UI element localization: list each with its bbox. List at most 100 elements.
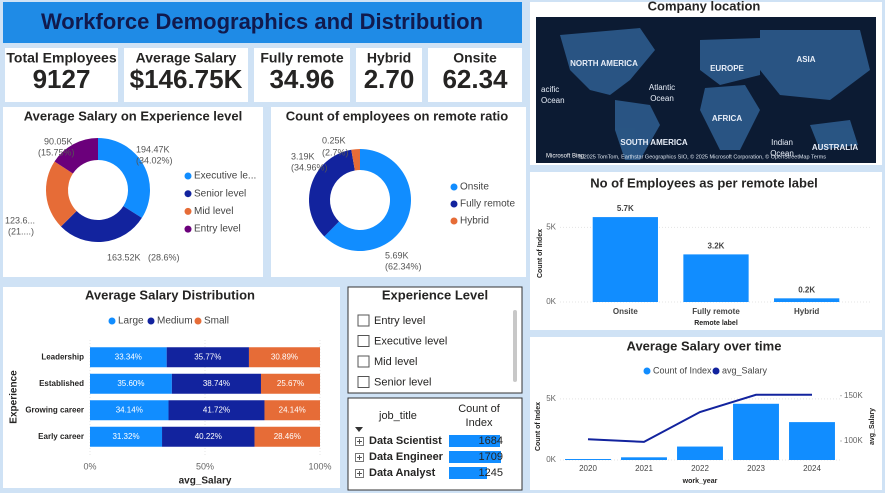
slicer-item[interactable]: Entry level — [374, 315, 425, 327]
bar-segment[interactable] — [168, 400, 265, 421]
legend-label[interactable]: Hybrid — [460, 216, 489, 227]
bar-segment[interactable] — [171, 373, 261, 394]
table-row: Data Analyst 1245 — [349, 465, 521, 481]
bar[interactable] — [774, 298, 840, 302]
scrollbar[interactable] — [513, 310, 517, 382]
bar-segment[interactable] — [254, 426, 320, 447]
legend-marker — [184, 190, 192, 198]
checkbox[interactable] — [357, 355, 370, 368]
donut-slice[interactable] — [45, 161, 77, 227]
data-label: 123.6... — [5, 215, 35, 225]
legend-label[interactable]: Medium — [157, 316, 193, 327]
expand-icon[interactable] — [355, 468, 364, 478]
donut-slice[interactable] — [324, 149, 412, 252]
bar[interactable] — [621, 457, 667, 460]
data-label: 33.34% — [115, 352, 142, 361]
bar-segment[interactable] — [248, 347, 320, 368]
sort-arrow — [355, 427, 363, 432]
legend-label[interactable]: Mid level — [194, 206, 233, 217]
table-cell: 1684 — [449, 434, 517, 448]
chart-title: Average Salary over time — [627, 338, 782, 353]
bar-segment[interactable] — [90, 373, 172, 394]
legend-label[interactable]: Executive le... — [194, 171, 256, 182]
data-label: 35.60% — [117, 379, 144, 388]
line-series[interactable] — [587, 393, 812, 443]
data-label: 3.19K — [291, 151, 315, 161]
x-axis-title: work_year — [682, 478, 718, 485]
table-panel — [347, 397, 523, 491]
legend-label[interactable]: Large — [118, 316, 144, 327]
job-table: job_title Count of Index Data Scientist 1… — [349, 399, 521, 489]
data-label: 0.25K — [322, 135, 346, 145]
map-label: EUROPE — [710, 64, 744, 73]
slicer-item[interactable]: Senior level — [374, 376, 431, 388]
checkbox[interactable] — [357, 376, 370, 388]
data-label: (34.02%) — [136, 155, 173, 165]
column-header[interactable]: job_title — [379, 410, 417, 422]
bar-segment[interactable] — [260, 373, 321, 394]
slicer-item[interactable]: Executive level — [374, 335, 447, 347]
sort-icon[interactable] — [355, 427, 363, 433]
legend-label[interactable]: Onsite — [460, 182, 489, 193]
data-label: 194.47K — [136, 144, 170, 154]
bar-segment[interactable] — [264, 400, 320, 421]
job-title: Data Scientist — [369, 435, 442, 447]
bar-segment[interactable] — [166, 347, 249, 368]
map-label: Ocean — [541, 96, 565, 105]
legend-marker — [147, 317, 155, 325]
checkbox[interactable] — [357, 314, 370, 327]
column-header[interactable]: Count of Index — [458, 403, 500, 429]
table-cell: 1245 — [449, 466, 517, 480]
land-south-america — [615, 100, 660, 160]
data-label: (2.7%) — [322, 147, 349, 157]
donut-slice[interactable] — [54, 138, 98, 174]
legend-marker — [184, 207, 192, 215]
legend-label[interactable]: Small — [204, 316, 229, 327]
data-label: 30.89% — [271, 352, 298, 361]
expand-icon[interactable] — [355, 436, 364, 446]
data-label: 25.67% — [277, 379, 304, 388]
legend-label[interactable]: Entry level — [194, 224, 241, 235]
data-label: (28.6%) — [148, 252, 180, 262]
map-land — [560, 28, 870, 160]
bar-segment[interactable] — [90, 426, 163, 447]
bar-segment[interactable] — [90, 400, 169, 421]
data-label: 3.2K — [708, 242, 725, 251]
bar-segment[interactable] — [162, 426, 255, 447]
legend-label[interactable]: Senior level — [194, 188, 246, 199]
map-label: AFRICA — [712, 114, 742, 123]
donut-slice[interactable] — [98, 138, 151, 218]
checkbox[interactable] — [357, 335, 370, 347]
job-title: Data Analyst — [369, 467, 436, 479]
bar[interactable] — [733, 403, 779, 460]
bar-segment[interactable] — [90, 347, 167, 368]
y2-tick-label: 100K — [844, 436, 863, 445]
y-tick-label: Established — [39, 379, 84, 388]
bar[interactable] — [592, 217, 658, 302]
x-tick-label: 2023 — [747, 464, 765, 473]
slicer-item[interactable]: Mid level — [374, 356, 417, 368]
legend-label[interactable]: Fully remote — [460, 199, 515, 210]
kpi-label: Hybrid — [367, 50, 411, 66]
donut-slice[interactable] — [60, 206, 142, 243]
data-label: (21....) — [8, 226, 34, 236]
y-tick-label: 5K — [546, 222, 556, 231]
bar[interactable] — [677, 446, 723, 460]
data-label: 24.14% — [279, 405, 306, 414]
bar[interactable] — [789, 422, 835, 460]
bar[interactable] — [683, 254, 749, 302]
map-copyright: © 2025 TomTom, Earthstar Geographics SIO… — [578, 153, 826, 160]
expand-icon[interactable] — [355, 452, 364, 462]
kpi-value: 2.70 — [364, 64, 415, 94]
donut-slice[interactable] — [351, 149, 360, 171]
legend-label[interactable]: avg_Salary — [722, 365, 768, 375]
y-tick-label: Early career — [38, 432, 84, 441]
bar[interactable] — [565, 459, 611, 460]
legend-label[interactable]: Count of Index — [653, 365, 712, 375]
y-tick-label: 0K — [546, 297, 556, 306]
panel — [530, 172, 882, 330]
title-banner — [3, 2, 522, 43]
donut-slice[interactable] — [308, 149, 355, 237]
kpi-value: 62.34 — [442, 64, 508, 94]
